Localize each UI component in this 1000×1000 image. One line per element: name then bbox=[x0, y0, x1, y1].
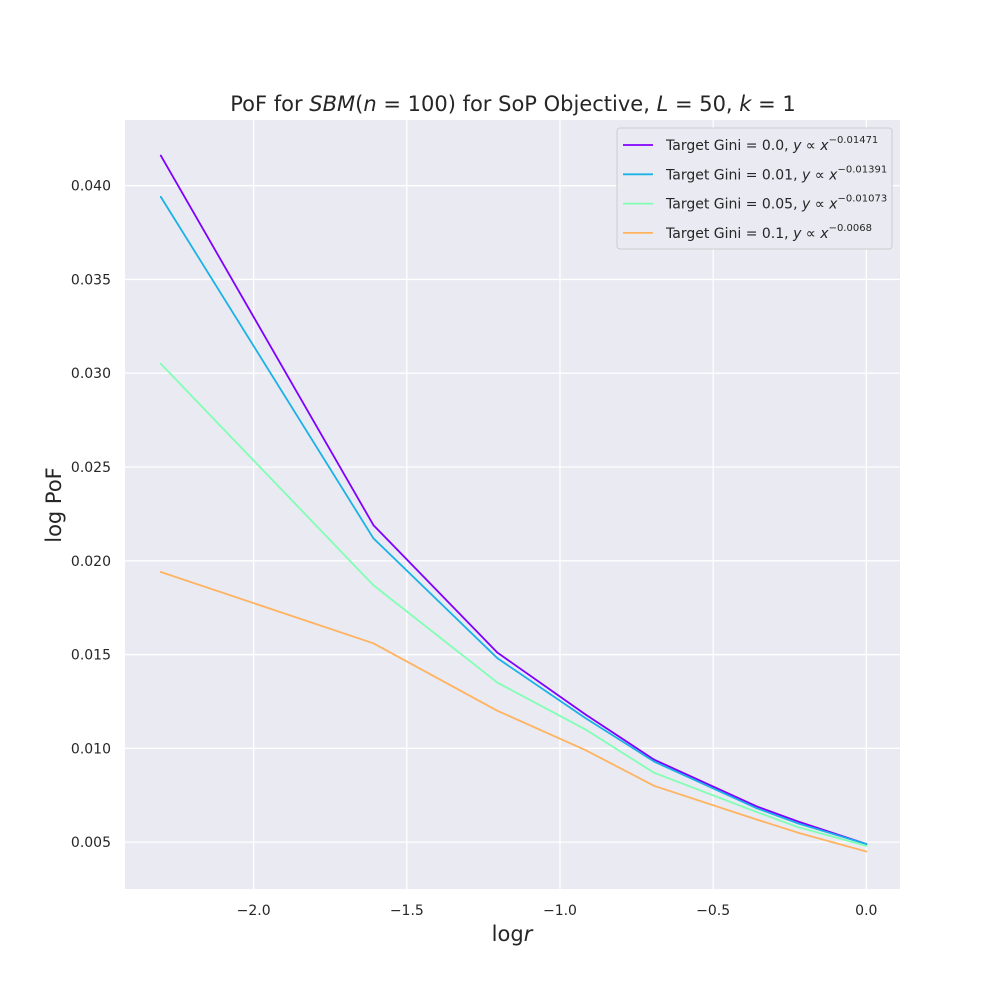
series-1-point bbox=[496, 657, 499, 660]
title-n-var: n bbox=[363, 92, 376, 116]
y-tick-label: 0.025 bbox=[71, 460, 111, 476]
series-3-point bbox=[797, 831, 799, 834]
legend-label-y: y bbox=[792, 226, 802, 242]
series-1-point bbox=[756, 807, 758, 810]
x-tick-label: −1.5 bbox=[390, 903, 424, 919]
y-gridlines bbox=[125, 184, 900, 843]
series-0-point bbox=[797, 820, 799, 823]
x-tick-label: −2.0 bbox=[237, 903, 271, 919]
series-2-point bbox=[584, 728, 587, 731]
series-1-point bbox=[584, 717, 587, 720]
legend-label-prop: ∝ bbox=[810, 167, 829, 183]
series-3-point bbox=[159, 571, 162, 573]
title-model: SBM bbox=[309, 92, 355, 116]
legend-label-1: Target Gini = 0.01, y ∝ x−0.01391 bbox=[665, 164, 887, 183]
series-0-point bbox=[584, 713, 587, 716]
legend-label-exponent: −0.01073 bbox=[837, 194, 887, 205]
x-tick-label: 0.0 bbox=[855, 903, 877, 919]
x-axis-label: logr bbox=[492, 922, 534, 946]
y-tick-label: 0.005 bbox=[71, 835, 111, 851]
y-axis-label: log PoF bbox=[42, 467, 66, 543]
series-2-point bbox=[653, 771, 655, 774]
title-paren-close: ) bbox=[448, 92, 456, 116]
series-0-point bbox=[756, 805, 758, 808]
legend-label-3: Target Gini = 0.1, y ∝ x−0.0068 bbox=[665, 223, 872, 242]
legend-label-prefix: Target Gini = 0.0, bbox=[665, 138, 793, 154]
x-axis-label-text: log bbox=[492, 922, 524, 946]
legend-label-exponent: −0.01471 bbox=[829, 135, 879, 146]
legend-label-y: y bbox=[801, 167, 811, 183]
legend-label-0: Target Gini = 0.0, y ∝ x−0.01471 bbox=[665, 135, 878, 154]
series-0-point bbox=[496, 651, 499, 654]
title-n-eq: = 100 bbox=[377, 92, 448, 116]
series-2-point bbox=[865, 844, 868, 847]
title-k-eq: = 1 bbox=[751, 92, 795, 116]
legend-label-prefix: Target Gini = 0.01, bbox=[665, 167, 802, 183]
x-tick-label: −0.5 bbox=[696, 903, 730, 919]
series-3-point bbox=[653, 784, 655, 787]
series-2-point bbox=[797, 826, 799, 829]
legend-label-exponent: −0.0068 bbox=[829, 223, 872, 234]
legend-label-x: x bbox=[828, 167, 838, 183]
legend-label-x: x bbox=[819, 138, 829, 154]
legend-label-exponent: −0.01391 bbox=[837, 164, 887, 175]
legend-label-prop: ∝ bbox=[801, 226, 820, 242]
x-tick-label: −1.0 bbox=[543, 903, 577, 919]
title-L-eq: = 50, bbox=[668, 92, 739, 116]
y-tick-label: 0.020 bbox=[71, 554, 111, 570]
x-axis-label-var: r bbox=[524, 922, 534, 946]
x-tick-labels: −2.0 −1.5 −1.0 −0.5 0.0 bbox=[237, 903, 878, 919]
series-3-point bbox=[756, 818, 758, 821]
series-line-0 bbox=[159, 154, 868, 845]
y-tick-label: 0.015 bbox=[71, 648, 111, 664]
series-1-point bbox=[653, 760, 655, 763]
y-tick-labels: 0.005 0.010 0.015 0.020 0.025 0.030 0.035 0.040 bbox=[71, 179, 111, 851]
series-1-point bbox=[797, 822, 799, 825]
legend-label-prop: ∝ bbox=[810, 197, 829, 213]
legend-label-x: x bbox=[828, 197, 838, 213]
series-2-point bbox=[372, 584, 375, 587]
title-prefix: PoF for bbox=[230, 92, 309, 116]
series-lines bbox=[159, 154, 868, 853]
series-3-point bbox=[372, 642, 375, 645]
legend-label-x: x bbox=[819, 226, 829, 242]
series-1-point bbox=[159, 196, 162, 198]
series-line-3 bbox=[159, 571, 868, 853]
series-1-point bbox=[372, 537, 375, 540]
series-3-point bbox=[865, 850, 868, 853]
legend-label-prefix: Target Gini = 0.05, bbox=[665, 197, 802, 213]
title-paren-open: ( bbox=[355, 92, 363, 116]
series-3-point bbox=[496, 709, 499, 712]
chart-title: PoF for SBM(n = 100) for SoP Objective, … bbox=[230, 92, 796, 116]
series-2-point bbox=[496, 681, 499, 684]
title-middle: for SoP Objective, bbox=[456, 92, 657, 116]
y-tick-label: 0.040 bbox=[71, 179, 111, 195]
series-2-point bbox=[756, 811, 758, 813]
y-tick-label: 0.030 bbox=[71, 366, 111, 382]
legend-label-prefix: Target Gini = 0.1, bbox=[665, 226, 793, 242]
legend-label-y: y bbox=[792, 138, 802, 154]
title-L-var: L bbox=[657, 92, 669, 116]
series-2-point bbox=[159, 362, 162, 365]
series-line-1 bbox=[159, 195, 868, 845]
legend-label-y: y bbox=[801, 197, 811, 213]
legend-label-2: Target Gini = 0.05, y ∝ x−0.01073 bbox=[665, 194, 887, 213]
title-k-var: k bbox=[739, 92, 752, 116]
legend-label-prop: ∝ bbox=[801, 138, 820, 154]
y-tick-label: 0.010 bbox=[71, 741, 111, 757]
y-tick-label: 0.035 bbox=[71, 272, 111, 288]
legend-box bbox=[616, 127, 893, 250]
series-1-point bbox=[865, 843, 868, 845]
series-0-point bbox=[372, 524, 375, 527]
series-line-2 bbox=[159, 362, 868, 847]
series-0-point bbox=[159, 154, 162, 157]
series-3-point bbox=[584, 749, 587, 752]
series-0-point bbox=[653, 758, 655, 761]
